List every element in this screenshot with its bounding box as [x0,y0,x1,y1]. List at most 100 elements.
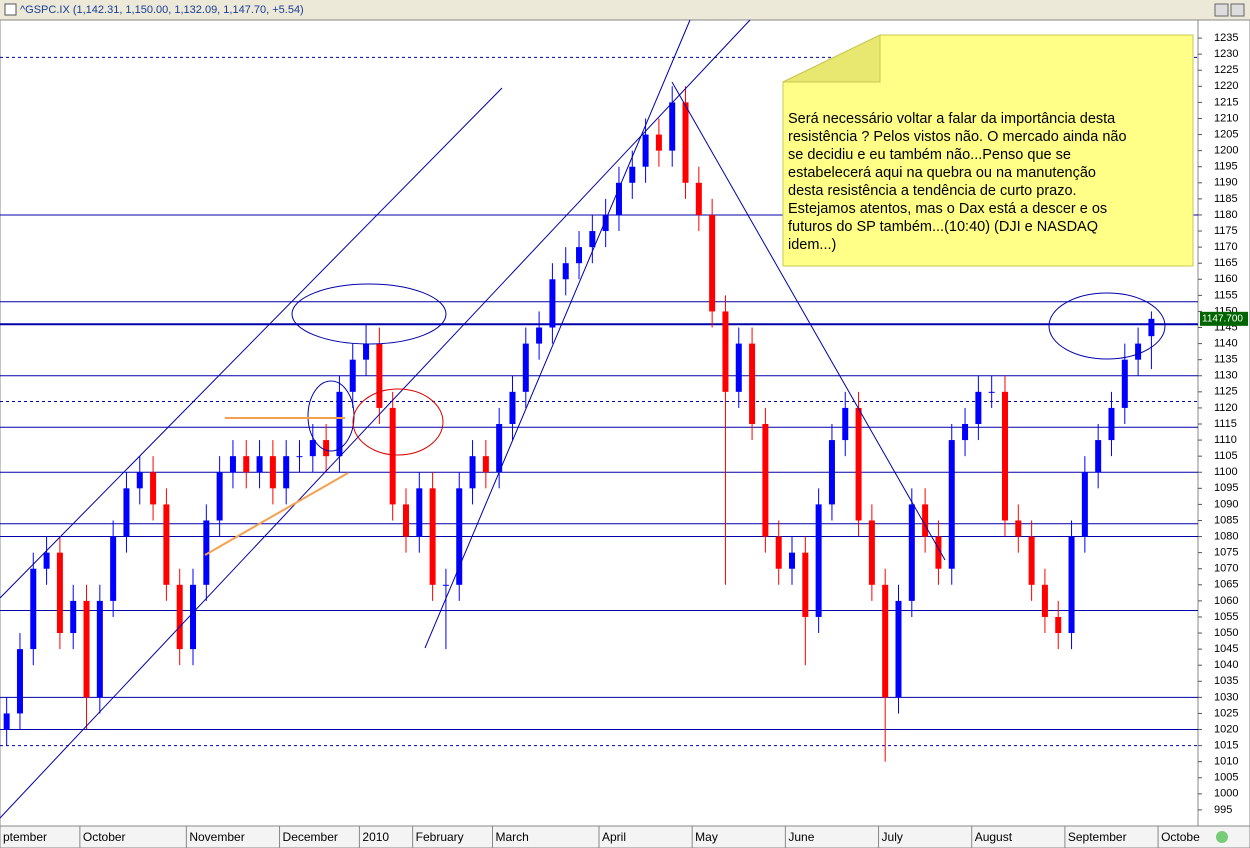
y-tick-label: 1140 [1214,338,1238,350]
trendline [0,87,503,599]
candle-body [442,584,449,586]
y-tick-label: 1210 [1214,112,1238,124]
y-tick-label: 1040 [1214,659,1238,671]
y-tick-label: 1215 [1214,96,1238,108]
x-axis-panel [0,825,1250,848]
trendline [671,81,946,561]
candle-body [389,407,396,505]
y-tick-label: 1095 [1214,482,1238,494]
y-tick-label: 1110 [1214,434,1237,446]
candle-body [150,472,157,505]
candle-body [669,102,676,151]
y-tick-label: 1195 [1214,161,1238,173]
x-tick-label: August [975,830,1013,844]
candle-body [363,343,370,360]
candle-body [96,600,103,698]
candle-body [695,182,702,215]
x-tick-label: February [416,830,464,844]
x-tick-label: October [83,830,126,844]
x-tick-label: May [695,830,718,844]
candle-body [815,504,822,617]
y-tick-label: 1190 [1214,177,1238,189]
annotation: Será necessário voltar a falar da import… [788,111,1127,253]
support-line [204,472,349,556]
x-tick-label: June [788,830,814,844]
candle-body [895,600,902,698]
candle-body [988,391,995,393]
candle-body [855,407,862,521]
candle-body [602,214,609,232]
y-tick-label: 1105 [1214,450,1238,462]
candle-body [70,600,77,634]
candle-body [203,520,210,585]
candle-body [30,568,37,650]
candle-body [722,311,729,392]
checkbox[interactable] [4,3,17,16]
candle-body [296,456,303,458]
ellipse [352,388,444,456]
y-tick-label: 1230 [1214,48,1238,60]
candle-body [1121,359,1128,408]
y-tick-label: 1085 [1214,514,1238,526]
candle-body [882,584,889,698]
x-tick-label: 2010 [362,830,389,844]
status-icon [1216,831,1228,843]
candle-body [948,440,955,569]
candle-body [496,424,503,473]
candle-body [416,488,423,537]
trendlines [0,19,1166,819]
candle-body [176,584,183,650]
candle-body [243,456,250,473]
y-tick-label: 1115 [1214,418,1237,430]
candle-body [1055,616,1062,634]
close-button[interactable] [1230,3,1245,17]
candle-body [1148,318,1155,337]
candle-body [283,456,290,489]
y-tick-label: 1180 [1214,209,1238,221]
candle-body [110,536,117,601]
candle-body [229,456,236,473]
y-tick-label: 1205 [1214,128,1238,140]
candle-body [376,343,383,408]
y-tick-label: 1125 [1214,386,1238,398]
candle-body [576,247,583,264]
y-tick-label: 1090 [1214,498,1238,510]
candle-body [190,584,197,650]
y-tick-label: 1075 [1214,547,1238,559]
candle-body [775,536,782,569]
candle-body [749,343,756,424]
y-tick-label: 1000 [1214,788,1238,800]
candle-body [762,424,769,537]
candle-body [83,600,90,698]
candle-body [482,456,489,473]
candle-body [1001,391,1008,521]
restore-button[interactable] [1214,3,1229,17]
candle-body [1015,520,1022,537]
candle-body [1028,536,1035,585]
candle-body [1068,536,1075,634]
ellipse [1048,292,1166,360]
candle-body [682,102,689,183]
y-tick-label: 1100 [1214,466,1238,478]
x-tick-label: November [189,830,244,844]
candle-body [908,504,915,601]
candle-body [469,456,476,489]
last-price-label: 1147.700 [1202,313,1243,324]
x-tick-label: Octobe [1161,830,1200,844]
y-tick-label: 1165 [1214,257,1238,269]
candle-body [269,456,276,489]
candle-body [935,536,942,569]
title: ^GSPC.IX (1,142.31, 1,150.00, 1,132.09, … [20,4,304,16]
y-tick-label: 1185 [1214,193,1238,205]
y-tick-label: 1080 [1214,530,1238,542]
candle-body [549,279,556,328]
candle-body [1041,584,1048,617]
y-tick-label: 1035 [1214,675,1238,687]
y-tick-label: 1235 [1214,32,1238,44]
candle-body [1081,472,1088,537]
x-tick-label: March [496,830,529,844]
x-tick-label: July [882,830,903,844]
candle-body [1095,440,1102,473]
